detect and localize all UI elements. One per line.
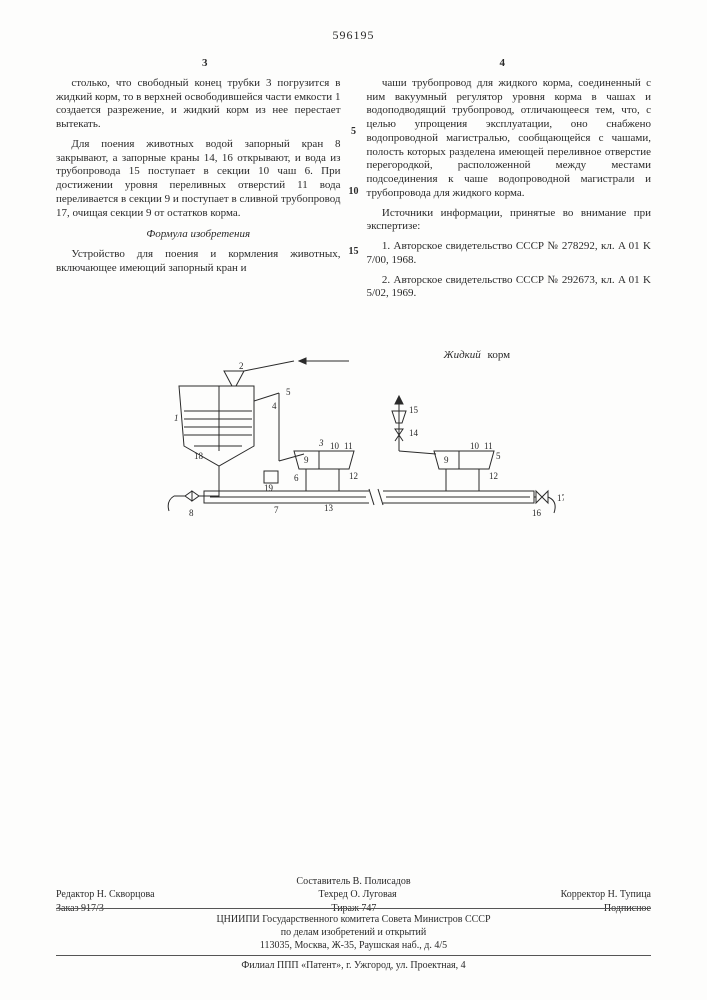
svg-text:2: 2 — [239, 361, 244, 371]
svg-text:17: 17 — [557, 493, 564, 503]
para: Для поения животных водой запорный кран … — [56, 138, 341, 221]
ref-item: 2. Авторское свидетельство СССР № 292673… — [367, 274, 652, 302]
svg-text:11: 11 — [344, 441, 353, 451]
two-column-text: столько, что свободный конец трубки 3 по… — [56, 77, 651, 301]
diagram-svg: 1 2 3 4 5 6 7 8 9 10 11 12 13 14 15 16 1… — [144, 351, 564, 541]
svg-text:14: 14 — [409, 428, 419, 438]
svg-text:13: 13 — [324, 503, 334, 513]
svg-text:10: 10 — [330, 441, 340, 451]
para: чаши трубопровод для жидкого корма, соед… — [367, 77, 652, 201]
imprint-line: по делам изобретений и открытий — [56, 926, 651, 939]
imprint-block: ЦНИИПИ Государственного комитета Совета … — [56, 908, 651, 972]
svg-text:18: 18 — [194, 451, 204, 461]
svg-text:6: 6 — [294, 473, 299, 483]
body-text-wrap: 5 10 15 столько, что свободный конец тру… — [56, 77, 651, 301]
svg-text:5: 5 — [286, 387, 291, 397]
figure-caption: Жидкий корм — [444, 349, 511, 363]
patent-number: 596195 — [56, 28, 651, 43]
svg-text:7: 7 — [274, 505, 279, 515]
imprint-line: 113035, Москва, Ж-35, Раушская наб., д. … — [56, 939, 651, 952]
patent-figure: Жидкий корм — [144, 351, 564, 546]
techred: Техред О. Луговая — [318, 889, 396, 902]
svg-text:1: 1 — [174, 413, 179, 423]
imprint-line: ЦНИИПИ Государственного комитета Совета … — [56, 913, 651, 926]
column-headers: 3 4 — [56, 57, 651, 71]
imprint-line: Филиал ППП «Патент», г. Ужгород, ул. Про… — [56, 955, 651, 972]
col-no-right: 4 — [354, 57, 652, 71]
proofreader: Корректор Н. Тупица — [561, 889, 651, 902]
editor: Редактор Н. Скворцова — [56, 889, 155, 902]
compiler: Составитель В. Полисадов — [296, 876, 410, 889]
svg-text:10: 10 — [470, 441, 480, 451]
svg-text:12: 12 — [489, 471, 498, 481]
svg-text:3: 3 — [318, 438, 324, 448]
patent-page: 596195 3 4 5 10 15 столько, что свободны… — [0, 0, 707, 1000]
para: столько, что свободный конец трубки 3 по… — [56, 77, 341, 132]
claims-heading: Формула изобретения — [56, 228, 341, 242]
svg-text:8: 8 — [189, 508, 194, 518]
svg-text:19: 19 — [264, 483, 274, 493]
svg-text:9: 9 — [304, 455, 309, 465]
svg-text:16: 16 — [532, 508, 542, 518]
para: Устройство для поения и кормления животн… — [56, 248, 341, 276]
svg-text:15: 15 — [409, 405, 419, 415]
svg-text:12: 12 — [349, 471, 358, 481]
svg-text:5: 5 — [496, 451, 501, 461]
svg-text:4: 4 — [272, 401, 277, 411]
ref-item: 1. Авторское свидетельство СССР № 278292… — [367, 240, 652, 268]
para: Источники информации, принятые во вниман… — [367, 207, 652, 235]
svg-text:11: 11 — [484, 441, 493, 451]
svg-text:9: 9 — [444, 455, 449, 465]
col-no-left: 3 — [56, 57, 354, 71]
